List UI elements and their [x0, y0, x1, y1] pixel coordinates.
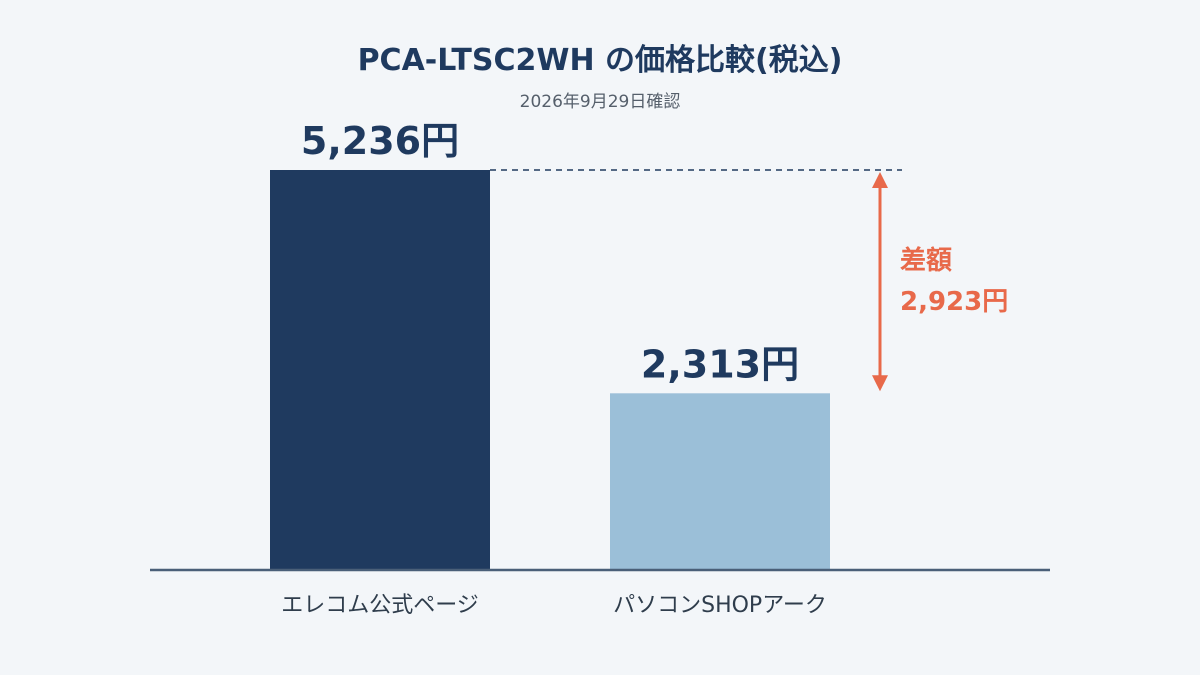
arrow-down-icon [872, 375, 888, 392]
chart-title: PCA-LTSC2WH の価格比較(税込) [358, 43, 843, 78]
difference-value: 2,923円 [900, 287, 1008, 317]
arrow-up-icon [872, 172, 888, 188]
bar-value-label-2: 2,313円 [641, 342, 799, 386]
bar-value-label-1: 5,236円 [301, 119, 459, 163]
category-label-1: エレコム公式ページ [281, 593, 479, 618]
bar-2 [610, 393, 830, 570]
difference-annotation: 差額 2,923円 [490, 169, 1008, 392]
category-label-2: パソコンSHOPアーク [613, 593, 827, 618]
bar-1 [270, 170, 490, 570]
difference-label: 差額 [900, 245, 952, 276]
chart-subtitle: 2026年9月29日確認 [520, 92, 681, 112]
